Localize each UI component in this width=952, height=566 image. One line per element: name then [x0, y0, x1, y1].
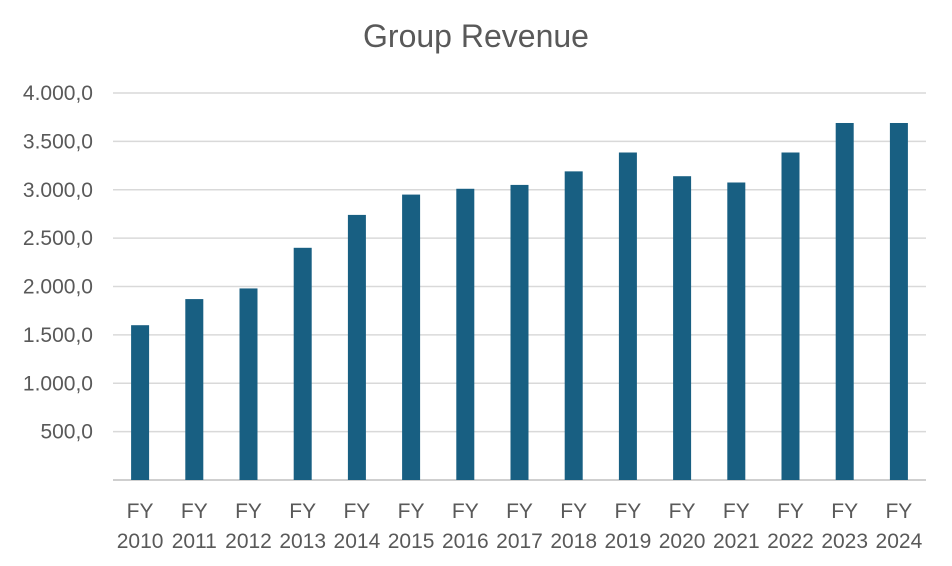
x-tick-label-line: 2014 — [334, 530, 381, 553]
bar-fy-2021 — [727, 182, 746, 480]
chart-title: Group Revenue — [363, 18, 589, 54]
x-tick-label-line: FY — [127, 500, 154, 523]
bar-fy-2024 — [889, 122, 908, 481]
bar-fy-2017 — [510, 184, 529, 480]
x-tick-label-line: FY — [398, 500, 425, 523]
x-tick-label-line: FY — [506, 500, 533, 523]
x-tick-label-line: 2016 — [442, 530, 489, 553]
x-tick-label: FY 2016 — [442, 500, 489, 553]
x-tick-label-line: FY — [614, 500, 641, 523]
x-tick-label-line: 2023 — [821, 530, 868, 553]
bar-fy-2020 — [673, 176, 692, 480]
x-tick-label-line: FY — [181, 500, 208, 523]
x-tick-label: FY 2019 — [605, 500, 652, 553]
x-tick-label-line: 2018 — [550, 530, 597, 553]
x-tick-label-line: FY — [885, 500, 912, 523]
bar-fy-2012 — [239, 288, 258, 480]
x-tick-label-line: FY — [669, 500, 696, 523]
bar-fy-2015 — [402, 194, 421, 480]
x-tick-label-line: 2017 — [496, 530, 543, 553]
x-tick-label: FY 2022 — [767, 500, 814, 553]
y-tick-label: 3.000,0 — [23, 179, 93, 202]
bar-fy-2019 — [618, 152, 637, 480]
x-tick-label: FY 2010 — [117, 500, 164, 553]
x-tick-label-line: 2021 — [713, 530, 760, 553]
bar-fy-2010 — [131, 325, 150, 480]
bar-fy-2022 — [781, 152, 800, 480]
bar-fy-2013 — [293, 247, 312, 480]
y-tick-label: 2.000,0 — [23, 276, 93, 299]
x-tick-label: FY 2011 — [172, 500, 217, 553]
x-tick-label: FY 2021 — [713, 500, 760, 553]
x-tick-label-line: 2024 — [876, 530, 923, 553]
x-tick-label-line: 2011 — [172, 530, 217, 553]
y-tick-label: 4.000,0 — [23, 82, 93, 105]
y-tick-label: 3.500,0 — [23, 130, 93, 153]
x-tick-label-line: FY — [831, 500, 858, 523]
x-tick-label-line: FY — [235, 500, 262, 523]
x-tick-label: FY 2024 — [876, 500, 923, 553]
x-tick-label: FY 2013 — [279, 500, 326, 553]
x-tick-label-line: 2015 — [388, 530, 435, 553]
bar-fy-2014 — [347, 214, 366, 480]
x-tick-label-line: 2020 — [659, 530, 706, 553]
x-tick-label-line: FY — [723, 500, 750, 523]
y-tick-label: 1.000,0 — [23, 372, 93, 395]
x-tick-label: FY 2023 — [821, 500, 868, 553]
x-tick-label-line: 2022 — [767, 530, 814, 553]
bar-fy-2018 — [564, 171, 583, 480]
x-tick-label-line: 2013 — [279, 530, 326, 553]
x-tick-label: FY 2017 — [496, 500, 543, 553]
x-tick-label-line: FY — [560, 500, 587, 523]
x-tick-label-line: 2012 — [225, 530, 272, 553]
y-tick-label: 500,0 — [40, 421, 93, 444]
x-tick-label-line: FY — [289, 500, 316, 523]
x-tick-label-line: FY — [343, 500, 370, 523]
x-tick-label: FY 2014 — [334, 500, 381, 553]
x-tick-label: FY 2012 — [225, 500, 272, 553]
x-tick-label-line: FY — [452, 500, 479, 523]
y-tick-label: 2.500,0 — [23, 227, 93, 250]
y-tick-label: 1.500,0 — [23, 324, 93, 347]
x-tick-label: FY 2020 — [659, 500, 706, 553]
bar-fy-2023 — [835, 122, 854, 481]
bar-fy-2016 — [456, 188, 475, 480]
x-tick-label-line: 2019 — [605, 530, 652, 553]
x-tick-label-line: FY — [777, 500, 804, 523]
x-tick-label: FY 2018 — [550, 500, 597, 553]
x-tick-label: FY 2015 — [388, 500, 435, 553]
bar-fy-2011 — [185, 299, 204, 480]
x-tick-label-line: 2010 — [117, 530, 164, 553]
